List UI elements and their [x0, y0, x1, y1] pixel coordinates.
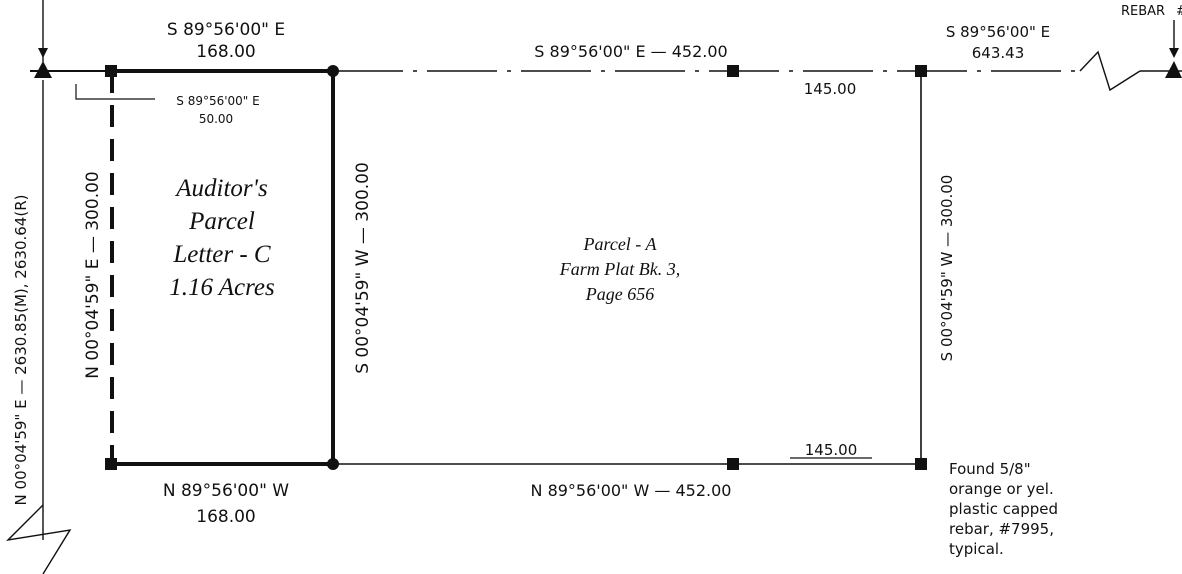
top-145: 145.00: [804, 80, 857, 98]
found-note-line-1: Found 5/8": [949, 460, 1031, 478]
parcel-a-line-2: Farm Plat Bk. 3,: [559, 259, 680, 279]
bottom-145: 145.00: [805, 441, 858, 459]
top-right-bearing: S 89°56'00" E: [946, 23, 1050, 41]
hash-fragment: #: [1176, 4, 1182, 19]
rebar-marker-icon: [915, 65, 927, 77]
small-call-bearing: S 89°56'00" E: [176, 94, 259, 108]
bottom-left-distance: 168.00: [196, 507, 255, 527]
section-corner-triangle-left-icon: [34, 61, 52, 78]
linework: [5, 0, 1182, 574]
rebar-marker-icon: [105, 458, 117, 470]
parcel-c-line-4: 1.16 Acres: [169, 274, 275, 301]
top-left-bearing: S 89°56'00" E: [167, 20, 285, 40]
labels: S 89°56'00" E 168.00 S 89°56'00" E — 452…: [12, 4, 1182, 558]
parcel-a-line-3: Page 656: [585, 284, 654, 304]
break-symbol-top: [1079, 50, 1141, 92]
small-call-distance: 50.00: [199, 112, 233, 126]
west-section-line-call: N 00°04'59" E — 2630.85(M), 2630.64(R): [12, 195, 30, 506]
found-note-line-4: rebar, #7995,: [949, 520, 1054, 538]
parcel-c-line-3: Letter - C: [172, 241, 271, 268]
break-symbol-left: [5, 504, 72, 574]
found-note-line-5: typical.: [949, 540, 1004, 558]
top-mid-call: S 89°56'00" E — 452.00: [534, 42, 727, 61]
parcel-c-line-2: Parcel: [188, 208, 255, 235]
found-note-line-3: plastic capped: [949, 500, 1058, 518]
parcel-c-west-call: N 00°04'59" E — 300.00: [83, 171, 103, 378]
found-note-line-2: orange or yel.: [949, 480, 1054, 498]
corner-dot-icon: [327, 65, 339, 77]
bottom-mid-call: N 89°56'00" W — 452.00: [531, 481, 732, 500]
rebar-marker-icon: [915, 458, 927, 470]
arrow-down-right-icon: [1169, 48, 1179, 58]
parcel-a-line-1: Parcel - A: [583, 234, 658, 254]
rebar-marker-icon: [105, 65, 117, 77]
arrow-down-left-icon: [38, 48, 48, 58]
parcel-c-line-1: Auditor's: [174, 175, 267, 202]
rebar-marker-icon: [727, 458, 739, 470]
bottom-left-bearing: N 89°56'00" W: [163, 481, 289, 501]
corner-dot-icon: [327, 458, 339, 470]
section-corner-triangle-right-icon: [1165, 61, 1182, 78]
top-left-distance: 168.00: [196, 42, 255, 62]
rebar-label: REBAR: [1121, 4, 1165, 19]
top-right-distance: 643.43: [972, 44, 1025, 62]
small-call-leader: [75, 84, 155, 100]
parcel-a-east-call: S 00°04'59" W — 300.00: [938, 175, 956, 362]
parcel-c-east-call: S 00°04'59" W — 300.00: [353, 162, 373, 374]
monuments: [34, 48, 1182, 470]
rebar-marker-icon: [727, 65, 739, 77]
